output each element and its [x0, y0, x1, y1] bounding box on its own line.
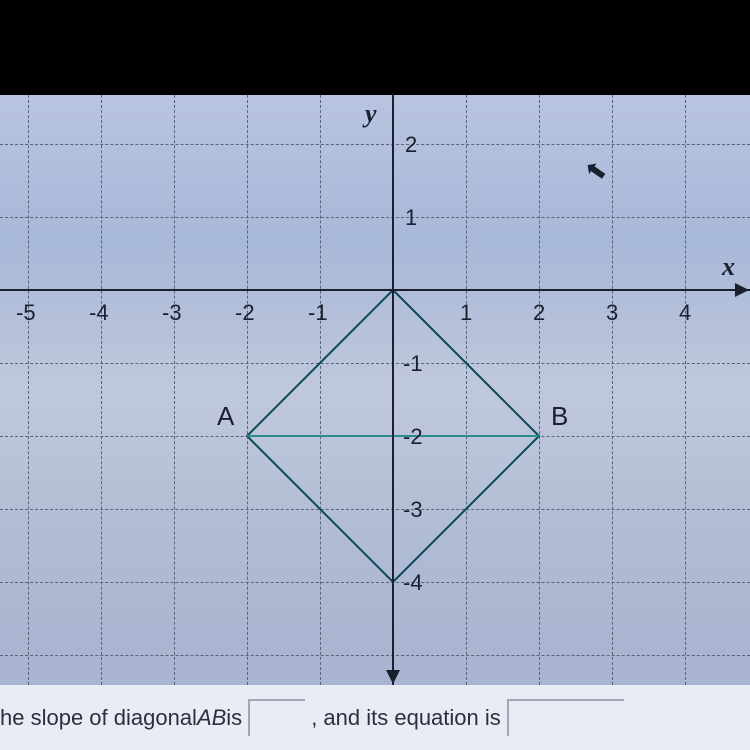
grid-line-horizontal [0, 217, 750, 218]
grid-line-vertical [101, 95, 102, 685]
equation-input[interactable] [507, 699, 624, 736]
grid-line-horizontal [0, 363, 750, 364]
x-tick-label: 1 [460, 300, 472, 326]
question-prefix: he slope of diagonal [0, 705, 197, 731]
y-tick-label: 2 [405, 132, 417, 158]
x-tick-label: 3 [606, 300, 618, 326]
grid-line-vertical [685, 95, 686, 685]
question-text: he slope of diagonal AB is , and its equ… [0, 685, 750, 750]
x-axis [0, 289, 750, 291]
x-tick-label: -5 [16, 300, 36, 326]
diagonal-name: AB [197, 705, 226, 731]
point-label-a: A [217, 401, 234, 432]
grid-line-vertical [247, 95, 248, 685]
black-top-bar [0, 0, 750, 95]
x-tick-label: 4 [679, 300, 691, 326]
x-tick-label: -3 [162, 300, 182, 326]
y-tick-label: 1 [405, 205, 417, 231]
question-after: , and its equation is [311, 705, 501, 731]
shape-overlay [0, 95, 750, 685]
grid-line-vertical [539, 95, 540, 685]
coordinate-graph: ⬉ -5 -4 -3 -2 -1 1 2 3 4 1 2 -1 -2 -3 -4 y x A B [0, 95, 750, 685]
y-tick-label: -2 [403, 424, 423, 450]
x-tick-label: -4 [89, 300, 109, 326]
x-axis-label: x [722, 252, 735, 282]
y-axis [392, 95, 394, 685]
x-tick-label: 2 [533, 300, 545, 326]
x-tick-label: -2 [235, 300, 255, 326]
grid-line-vertical [466, 95, 467, 685]
y-tick-label: -4 [403, 570, 423, 596]
y-tick-label: -3 [403, 497, 423, 523]
grid-line-horizontal [0, 655, 750, 656]
x-axis-arrow [735, 283, 749, 297]
grid-line-horizontal [0, 582, 750, 583]
x-tick-label: -1 [308, 300, 328, 326]
grid-line-horizontal [0, 144, 750, 145]
y-tick-label: -1 [403, 351, 423, 377]
grid-line-vertical [320, 95, 321, 685]
grid-line-horizontal [0, 436, 750, 437]
grid-line-vertical [174, 95, 175, 685]
cursor-icon: ⬉ [582, 153, 609, 187]
grid-line-vertical [28, 95, 29, 685]
grid-line-horizontal [0, 509, 750, 510]
y-axis-label: y [365, 99, 377, 129]
y-axis-arrow [386, 670, 400, 684]
slope-input[interactable] [248, 699, 305, 736]
grid-line-vertical [612, 95, 613, 685]
question-mid: is [226, 705, 242, 731]
point-label-b: B [551, 401, 568, 432]
